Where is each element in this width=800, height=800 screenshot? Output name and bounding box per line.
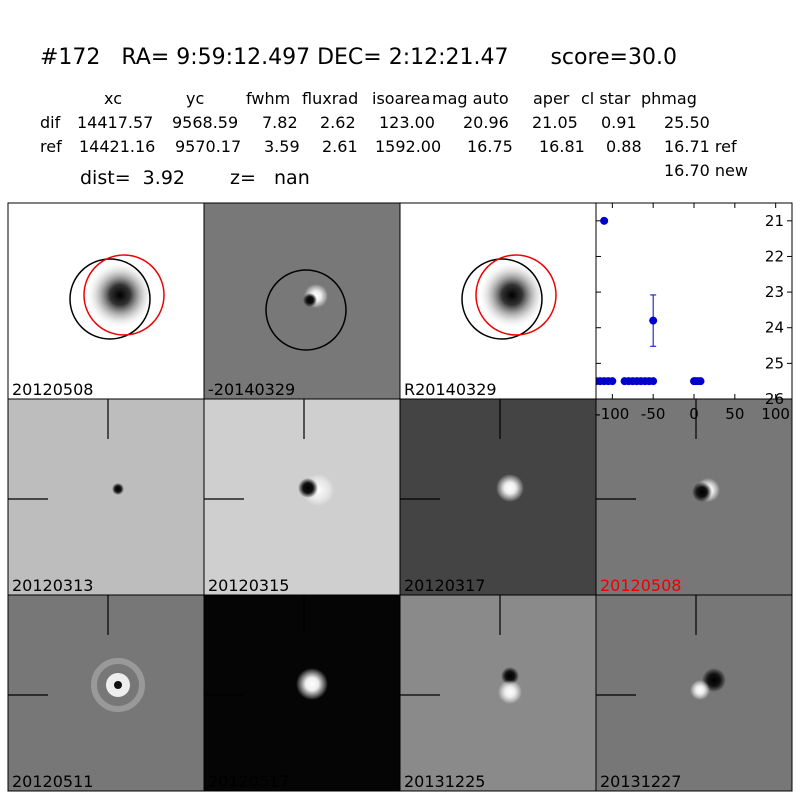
panel-bg: [204, 399, 400, 595]
source: [86, 261, 154, 329]
cell: 16.75: [467, 137, 513, 156]
panel-label: 20131227: [600, 772, 681, 791]
cell: 14421.16: [79, 137, 155, 156]
x-tick-label: -50: [641, 405, 666, 423]
source: [501, 667, 519, 685]
cell: 25.50: [664, 113, 710, 132]
cell: 0.91: [601, 113, 637, 132]
column-header: xc: [104, 89, 122, 108]
cell: 20.96: [463, 113, 509, 132]
panel-label: 20120508: [12, 380, 93, 399]
source: [498, 680, 522, 704]
y-tick-label: 21: [765, 212, 784, 230]
panel-label: 20120315: [208, 576, 289, 595]
point: [649, 316, 658, 325]
ring: [91, 658, 145, 712]
column-header: yc: [186, 89, 204, 108]
source: [298, 478, 318, 498]
extra: 16.70 new: [664, 161, 748, 180]
panel-label: 20120313: [12, 576, 93, 595]
cell: 14417.57: [77, 113, 153, 132]
frames: [7, 202, 793, 792]
circle: [69, 258, 151, 340]
source: [112, 483, 124, 495]
panels: [8, 203, 792, 791]
y-tick-label: 24: [765, 319, 784, 337]
panel-label: R20140329: [404, 380, 497, 399]
cell: 2.61: [322, 137, 358, 156]
point: [600, 216, 609, 225]
panel-bg: [400, 399, 596, 595]
table: xc yc fwhm fluxrad isoarea mag auto aper cl sta…: [40, 89, 737, 156]
panel-bg: [400, 595, 596, 791]
cell: 9570.17: [175, 137, 241, 156]
cell: 16.81: [539, 137, 585, 156]
panel-label: 20131225: [404, 772, 485, 791]
column-header: fluxrad: [302, 89, 358, 108]
panel-labels: 20120508 -20140329 R20140329 20120313 201203…: [12, 380, 681, 791]
y-tick-label: 23: [765, 283, 784, 301]
circle: [265, 269, 347, 351]
x-tick-label: -100: [595, 405, 629, 423]
crosshairs: [8, 399, 697, 696]
cell: ref: [40, 137, 62, 156]
panel-label: 20120508: [600, 576, 681, 595]
cell: 3.59: [264, 137, 300, 156]
source: [303, 293, 317, 307]
cell: 0.88: [606, 137, 642, 156]
source: [296, 668, 328, 700]
circle: [461, 258, 543, 340]
panel-label: 20120511: [12, 772, 93, 791]
source: [690, 680, 710, 700]
panel-bg: [8, 399, 204, 595]
circle: [83, 254, 165, 336]
panel-label: 20120317: [404, 576, 485, 595]
cell: 7.82: [262, 113, 298, 132]
column-header: isoarea: [372, 89, 430, 108]
source: [692, 482, 712, 502]
point: [608, 377, 617, 386]
column-header: mag auto: [432, 89, 509, 108]
column-header: phmag: [641, 89, 697, 108]
panel-label: 20120517: [208, 772, 289, 791]
panel-label: -20140329: [208, 380, 295, 399]
panel-bg: [8, 595, 204, 791]
column-header: cl star: [581, 89, 631, 108]
panel-frame: [595, 594, 793, 792]
x-tick-label: 50: [725, 405, 744, 423]
cell: 21.05: [532, 113, 578, 132]
panel-bg: [204, 203, 400, 399]
cell: 2.62: [320, 113, 356, 132]
column-header: aper: [533, 89, 570, 108]
x-tick-label: 0: [689, 405, 699, 423]
source: [478, 261, 546, 329]
cell: 16.71 ref: [664, 137, 737, 156]
cell: 9568.59: [172, 113, 238, 132]
column-header: fwhm: [246, 89, 290, 108]
z: z= nan: [230, 167, 310, 189]
plot-bg: [596, 203, 792, 399]
source: [114, 681, 122, 689]
source: [496, 474, 524, 502]
point: [649, 377, 658, 386]
cell: 123.00: [379, 113, 435, 132]
point: [696, 377, 705, 386]
cell: dif: [40, 113, 61, 132]
y-tick-label: 22: [765, 247, 784, 265]
x-tick-label: 100: [761, 405, 790, 423]
dist: dist= 3.92: [80, 167, 185, 189]
title: #172 RA= 9:59:12.497 DEC= 2:12:21.47 sco…: [40, 45, 677, 70]
y-tick-label: 25: [765, 354, 784, 372]
circle: [475, 254, 557, 336]
cell: 1592.00: [375, 137, 441, 156]
